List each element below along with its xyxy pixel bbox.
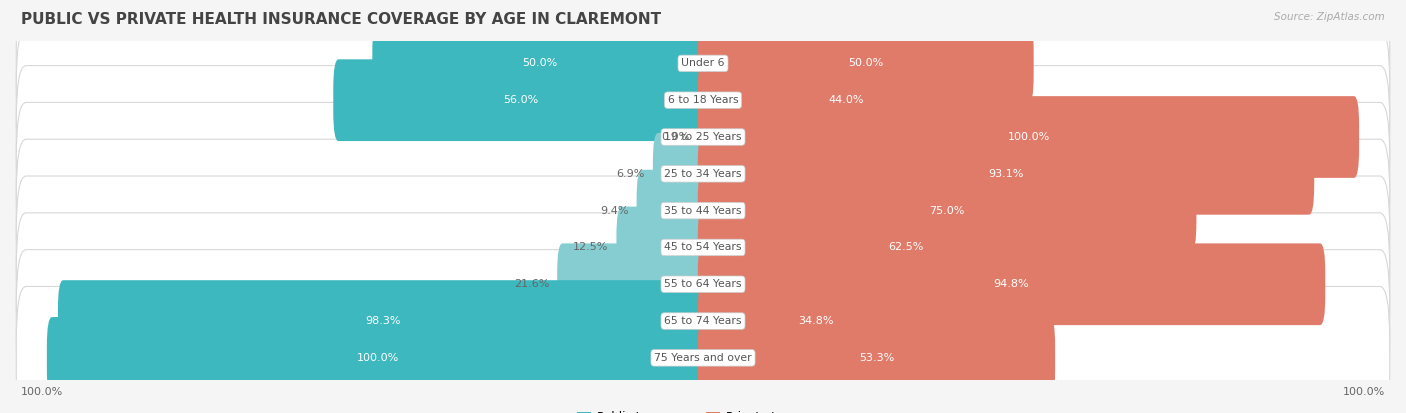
Text: Under 6: Under 6 [682, 58, 724, 69]
Text: 45 to 54 Years: 45 to 54 Years [664, 242, 742, 252]
FancyBboxPatch shape [697, 280, 935, 362]
Text: 100.0%: 100.0% [1343, 387, 1385, 397]
Text: 62.5%: 62.5% [889, 242, 924, 252]
Text: 50.0%: 50.0% [848, 58, 883, 69]
FancyBboxPatch shape [697, 96, 1360, 178]
Text: 94.8%: 94.8% [994, 279, 1029, 289]
Text: 21.6%: 21.6% [515, 279, 550, 289]
FancyBboxPatch shape [17, 176, 1389, 319]
Text: 65 to 74 Years: 65 to 74 Years [664, 316, 742, 326]
Text: 98.3%: 98.3% [366, 316, 401, 326]
Text: 9.4%: 9.4% [600, 206, 628, 216]
FancyBboxPatch shape [697, 23, 1033, 104]
Text: 6.9%: 6.9% [617, 169, 645, 179]
Text: Source: ZipAtlas.com: Source: ZipAtlas.com [1274, 12, 1385, 22]
FancyBboxPatch shape [697, 317, 1054, 399]
FancyBboxPatch shape [697, 59, 994, 141]
Text: 34.8%: 34.8% [799, 316, 834, 326]
FancyBboxPatch shape [637, 170, 709, 252]
Text: 19 to 25 Years: 19 to 25 Years [664, 132, 742, 142]
Legend: Public Insurance, Private Insurance: Public Insurance, Private Insurance [572, 406, 834, 413]
Text: 6 to 18 Years: 6 to 18 Years [668, 95, 738, 105]
FancyBboxPatch shape [17, 102, 1389, 245]
FancyBboxPatch shape [652, 133, 709, 215]
FancyBboxPatch shape [17, 213, 1389, 356]
Text: 53.3%: 53.3% [859, 353, 894, 363]
FancyBboxPatch shape [17, 249, 1389, 392]
Text: 0.0%: 0.0% [662, 132, 690, 142]
Text: 44.0%: 44.0% [828, 95, 863, 105]
Text: 100.0%: 100.0% [1007, 132, 1050, 142]
Text: 100.0%: 100.0% [356, 353, 399, 363]
FancyBboxPatch shape [58, 280, 709, 362]
FancyBboxPatch shape [697, 206, 1115, 288]
Text: 75 Years and over: 75 Years and over [654, 353, 752, 363]
Text: 100.0%: 100.0% [21, 387, 63, 397]
Text: 50.0%: 50.0% [523, 58, 558, 69]
FancyBboxPatch shape [697, 243, 1326, 325]
FancyBboxPatch shape [616, 206, 709, 288]
FancyBboxPatch shape [17, 66, 1389, 209]
FancyBboxPatch shape [373, 23, 709, 104]
FancyBboxPatch shape [697, 133, 1315, 215]
Text: 12.5%: 12.5% [574, 242, 609, 252]
Text: 35 to 44 Years: 35 to 44 Years [664, 206, 742, 216]
FancyBboxPatch shape [17, 139, 1389, 282]
FancyBboxPatch shape [17, 0, 1389, 135]
Text: 56.0%: 56.0% [503, 95, 538, 105]
FancyBboxPatch shape [17, 29, 1389, 172]
Text: PUBLIC VS PRIVATE HEALTH INSURANCE COVERAGE BY AGE IN CLAREMONT: PUBLIC VS PRIVATE HEALTH INSURANCE COVER… [21, 12, 661, 27]
FancyBboxPatch shape [557, 243, 709, 325]
Text: 55 to 64 Years: 55 to 64 Years [664, 279, 742, 289]
Text: 75.0%: 75.0% [929, 206, 965, 216]
FancyBboxPatch shape [333, 59, 709, 141]
FancyBboxPatch shape [17, 287, 1389, 413]
Text: 25 to 34 Years: 25 to 34 Years [664, 169, 742, 179]
FancyBboxPatch shape [697, 170, 1197, 252]
Text: 93.1%: 93.1% [988, 169, 1024, 179]
FancyBboxPatch shape [46, 317, 709, 399]
